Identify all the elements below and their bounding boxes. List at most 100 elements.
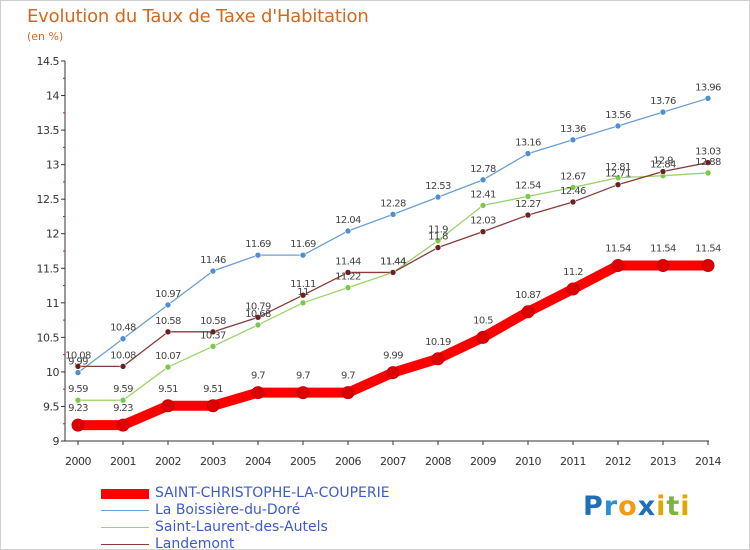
logo-letter: i xyxy=(656,491,667,522)
chart-legend: SAINT-CHRISTOPHE-LA-COUPERIE La Boissière… xyxy=(101,485,461,550)
data-point xyxy=(161,399,175,413)
data-point xyxy=(209,343,217,350)
data-label: 11.11 xyxy=(290,279,316,290)
data-label: 10.87 xyxy=(515,290,541,301)
data-point xyxy=(524,150,532,157)
data-label: 12.67 xyxy=(560,171,586,182)
y-tick-label: 10.5 xyxy=(37,331,60,344)
data-point xyxy=(71,418,85,432)
data-point xyxy=(476,330,490,344)
data-label: 11.44 xyxy=(380,256,406,267)
data-point xyxy=(524,211,532,219)
data-label: 11.2 xyxy=(563,267,583,278)
data-point xyxy=(569,184,577,191)
data-label: 9.59 xyxy=(113,384,133,395)
data-point xyxy=(254,251,262,259)
data-point xyxy=(251,386,265,400)
data-point xyxy=(434,244,442,251)
data-label: 12.88 xyxy=(695,157,721,168)
data-point xyxy=(386,366,400,380)
data-point xyxy=(701,259,715,273)
data-point xyxy=(74,369,82,376)
data-label: 9.23 xyxy=(68,403,88,414)
data-point xyxy=(614,174,622,182)
data-point xyxy=(569,136,577,144)
data-point xyxy=(611,259,625,273)
data-point xyxy=(566,282,580,296)
legend-label: Saint-Laurent-des-Autels xyxy=(155,519,328,535)
series-3 xyxy=(74,159,712,370)
data-label: 13.56 xyxy=(605,110,631,121)
data-label: 12.71 xyxy=(605,169,631,180)
data-label: 10.58 xyxy=(155,316,181,327)
data-point xyxy=(389,269,397,276)
data-label: 9.7 xyxy=(296,371,310,382)
data-label: 11.46 xyxy=(200,255,226,266)
x-tick-label: 2001 xyxy=(110,455,136,468)
data-point xyxy=(659,108,667,116)
data-point xyxy=(206,399,220,413)
y-tick-label: 11 xyxy=(46,297,59,310)
data-label: 9.7 xyxy=(251,371,265,382)
x-tick-label: 2008 xyxy=(425,455,451,468)
data-label: 12.81 xyxy=(605,162,631,173)
data-label: 10.48 xyxy=(110,323,136,334)
data-label: 9.7 xyxy=(341,371,355,382)
data-label: 11.69 xyxy=(245,239,271,250)
data-label: 11 xyxy=(297,287,309,298)
data-point xyxy=(164,363,172,371)
x-tick-label: 2011 xyxy=(560,455,586,468)
x-tick-label: 2000 xyxy=(65,455,91,468)
x-tick-label: 2004 xyxy=(245,455,271,468)
legend-label: La Boissière-du-Doré xyxy=(155,502,301,518)
data-point xyxy=(209,328,217,336)
data-label: 13.03 xyxy=(695,147,721,158)
legend-label: SAINT-CHRISTOPHE-LA-COUPERIE xyxy=(155,485,390,501)
data-label: 10.97 xyxy=(155,289,181,300)
data-label: 12.53 xyxy=(425,181,451,192)
legend-item: La Boissière-du-Doré xyxy=(101,502,461,519)
data-label: 10.68 xyxy=(245,309,271,320)
data-point xyxy=(164,301,172,309)
data-label: 11.69 xyxy=(290,239,316,250)
data-label: 11.44 xyxy=(380,256,406,267)
data-label: 11.22 xyxy=(335,272,361,283)
data-label: 12.9 xyxy=(653,156,673,167)
data-point xyxy=(296,386,310,400)
x-tick-label: 2002 xyxy=(155,455,181,468)
data-point xyxy=(74,396,82,404)
data-point xyxy=(209,267,217,275)
logo-letter: o xyxy=(618,491,638,522)
legend-item: SAINT-CHRISTOPHE-LA-COUPERIE xyxy=(101,485,461,502)
data-point xyxy=(119,363,127,370)
legend-item: Saint-Laurent-des-Autels xyxy=(101,519,461,536)
x-tick-label: 2012 xyxy=(605,455,631,468)
legend-label: Landemont xyxy=(155,536,235,550)
data-label: 9.59 xyxy=(68,384,88,395)
logo-letter: i xyxy=(680,491,691,522)
data-point xyxy=(344,284,352,291)
y-tick-label: 12.5 xyxy=(37,193,60,206)
x-tick-label: 2006 xyxy=(335,455,361,468)
data-point xyxy=(479,202,487,209)
data-label: 13.76 xyxy=(650,96,676,107)
data-point xyxy=(659,168,667,175)
data-label: 10.08 xyxy=(65,350,91,361)
data-label: 10.07 xyxy=(155,351,181,362)
x-tick-label: 2014 xyxy=(695,455,721,468)
data-label: 12.28 xyxy=(380,198,406,209)
x-tick-label: 2010 xyxy=(515,455,541,468)
data-point xyxy=(656,259,670,273)
y-tick-label: 13.5 xyxy=(37,124,60,137)
data-label: 11.54 xyxy=(695,244,721,255)
x-tick-label: 2003 xyxy=(200,455,226,468)
data-label: 11.9 xyxy=(428,225,448,236)
data-label: 9.99 xyxy=(383,351,403,362)
x-tick-label: 2009 xyxy=(470,455,496,468)
y-tick-label: 11.5 xyxy=(37,262,60,275)
x-tick-label: 2007 xyxy=(380,455,406,468)
legend-swatch xyxy=(101,527,149,528)
data-label: 13.96 xyxy=(695,82,721,93)
data-point xyxy=(704,159,712,166)
